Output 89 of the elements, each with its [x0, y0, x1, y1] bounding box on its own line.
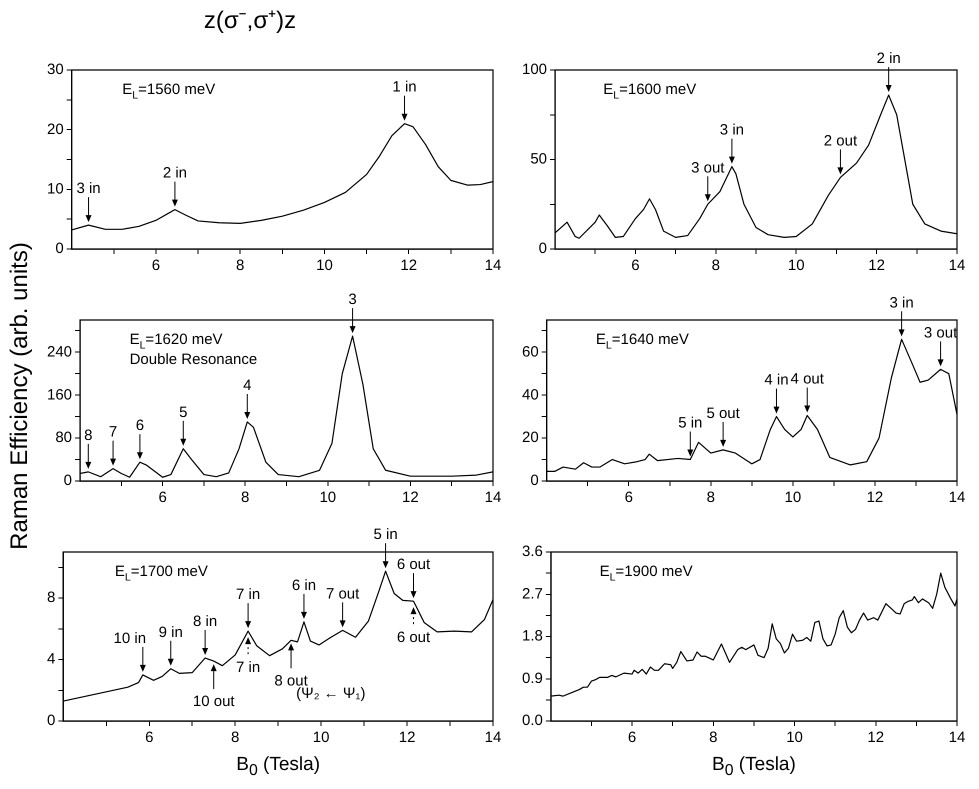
y-tick-label: 160 [46, 386, 72, 404]
x-tick-label: 6 [628, 729, 636, 746]
x-tick-label: 12 [398, 729, 416, 746]
annotation: 2 in [162, 164, 187, 182]
annotation: 3 out [924, 324, 958, 342]
x-tick-label: 8 [709, 729, 718, 746]
y-tick-label: 8 [47, 589, 56, 606]
x-tick-label: 6 [631, 257, 640, 274]
x-tick-label: 12 [866, 489, 884, 506]
x-tick-label: 8 [231, 729, 240, 746]
annotation: (Ψ₂ ← Ψ₁) [296, 685, 366, 702]
annotation: 6 in [292, 576, 316, 594]
x-tick-label: 10 [784, 489, 802, 506]
annotation: 1 in [392, 78, 417, 96]
annotation: 7 out [326, 585, 360, 602]
annotation: 3 in [890, 294, 914, 312]
annotation: 8 [84, 426, 92, 444]
y-tick-label: 20 [522, 429, 539, 446]
x-axis-title: B$_{0}$ (Tesla) [235, 754, 322, 780]
x-axis-title: B$_{0}$ (Tesla) [711, 754, 797, 780]
y-tick-label: 10 [46, 180, 64, 198]
annotation: 4 out [790, 370, 825, 388]
x-tick-label: 12 [867, 729, 884, 746]
annotation: 3 in [720, 122, 744, 139]
x-tick-label: 14 [484, 729, 502, 746]
x-tick-label: 14 [948, 257, 966, 274]
y-tick-label: 4 [47, 650, 56, 668]
y-tick-label: 1.8 [522, 628, 543, 645]
x-tick-label: 14 [484, 257, 502, 274]
annotation: 4 [243, 376, 252, 394]
y-tick-label: 30 [46, 61, 64, 78]
y-tick-label: 0 [47, 712, 56, 730]
x-tick-label: 6 [152, 257, 160, 274]
y-tick-label: 0 [55, 240, 64, 258]
y-tick-label: 0.0 [522, 712, 543, 730]
x-tick-label: 10 [788, 257, 805, 274]
x-tick-label: 8 [236, 257, 244, 274]
x-tick-label: 14 [948, 489, 966, 506]
annotation: 10 in [114, 630, 146, 647]
x-tick-label: 6 [624, 489, 633, 506]
annotation: 7 in [236, 659, 260, 676]
annotation: 3 out [691, 159, 726, 176]
x-tick-label: 10 [312, 729, 330, 746]
y-tick-label: 100 [522, 61, 548, 78]
x-tick-label: 14 [948, 729, 966, 746]
x-tick-label: 12 [868, 257, 885, 274]
y-tick-label: 20 [46, 120, 64, 138]
y-tick-label: 2.7 [522, 585, 543, 602]
annotation: 3 [348, 291, 357, 308]
annotation: 2 in [876, 50, 901, 68]
y-tick-label: 80 [55, 429, 72, 446]
y-tick-label: 40 [522, 386, 539, 404]
annotation: 7 [108, 424, 118, 441]
x-tick-label: 10 [319, 489, 336, 506]
annotation: 5 [179, 404, 188, 421]
x-tick-label: 12 [400, 257, 418, 274]
y-tick-label: 0 [530, 472, 539, 490]
annotation: 5 out [706, 404, 741, 422]
annotation: 6 [136, 417, 144, 434]
annotation: 7 in [236, 586, 260, 604]
x-tick-label: 8 [706, 489, 715, 506]
annotation: 6 out [396, 556, 432, 574]
annotation: 6 out [396, 629, 432, 646]
x-tick-label: 10 [316, 257, 333, 274]
annotation: 3 in [76, 180, 101, 198]
x-tick-label: 6 [158, 489, 167, 506]
annotation: Double Resonance [130, 351, 258, 368]
annotation: 4 in [764, 372, 789, 389]
x-tick-label: 8 [241, 489, 250, 506]
annotation: 2 out [824, 132, 858, 150]
annotation: 5 in [678, 414, 702, 432]
y-tick-label: 0 [538, 240, 548, 258]
x-tick-label: 8 [712, 257, 720, 274]
x-tick-label: 10 [786, 729, 803, 746]
y-tick-label: 240 [46, 343, 72, 360]
y-tick-label: 60 [522, 343, 539, 360]
annotation: 9 in [158, 624, 183, 641]
annotation: 8 in [193, 613, 218, 630]
annotation: 5 in [373, 526, 398, 544]
chart-title: z(σ⁻,σ⁺)z [202, 6, 298, 35]
x-tick-label: 12 [402, 489, 419, 506]
x-tick-label: 14 [484, 489, 502, 506]
y-axis-title: Raman Efficiency (arb. units) [6, 242, 34, 550]
y-tick-label: 50 [530, 150, 548, 168]
y-tick-label: 0 [64, 472, 72, 490]
annotation: 10 out [192, 693, 236, 710]
y-tick-label: 0.9 [522, 670, 543, 687]
y-tick-label: 3.6 [522, 543, 543, 560]
x-tick-label: 6 [145, 729, 154, 746]
